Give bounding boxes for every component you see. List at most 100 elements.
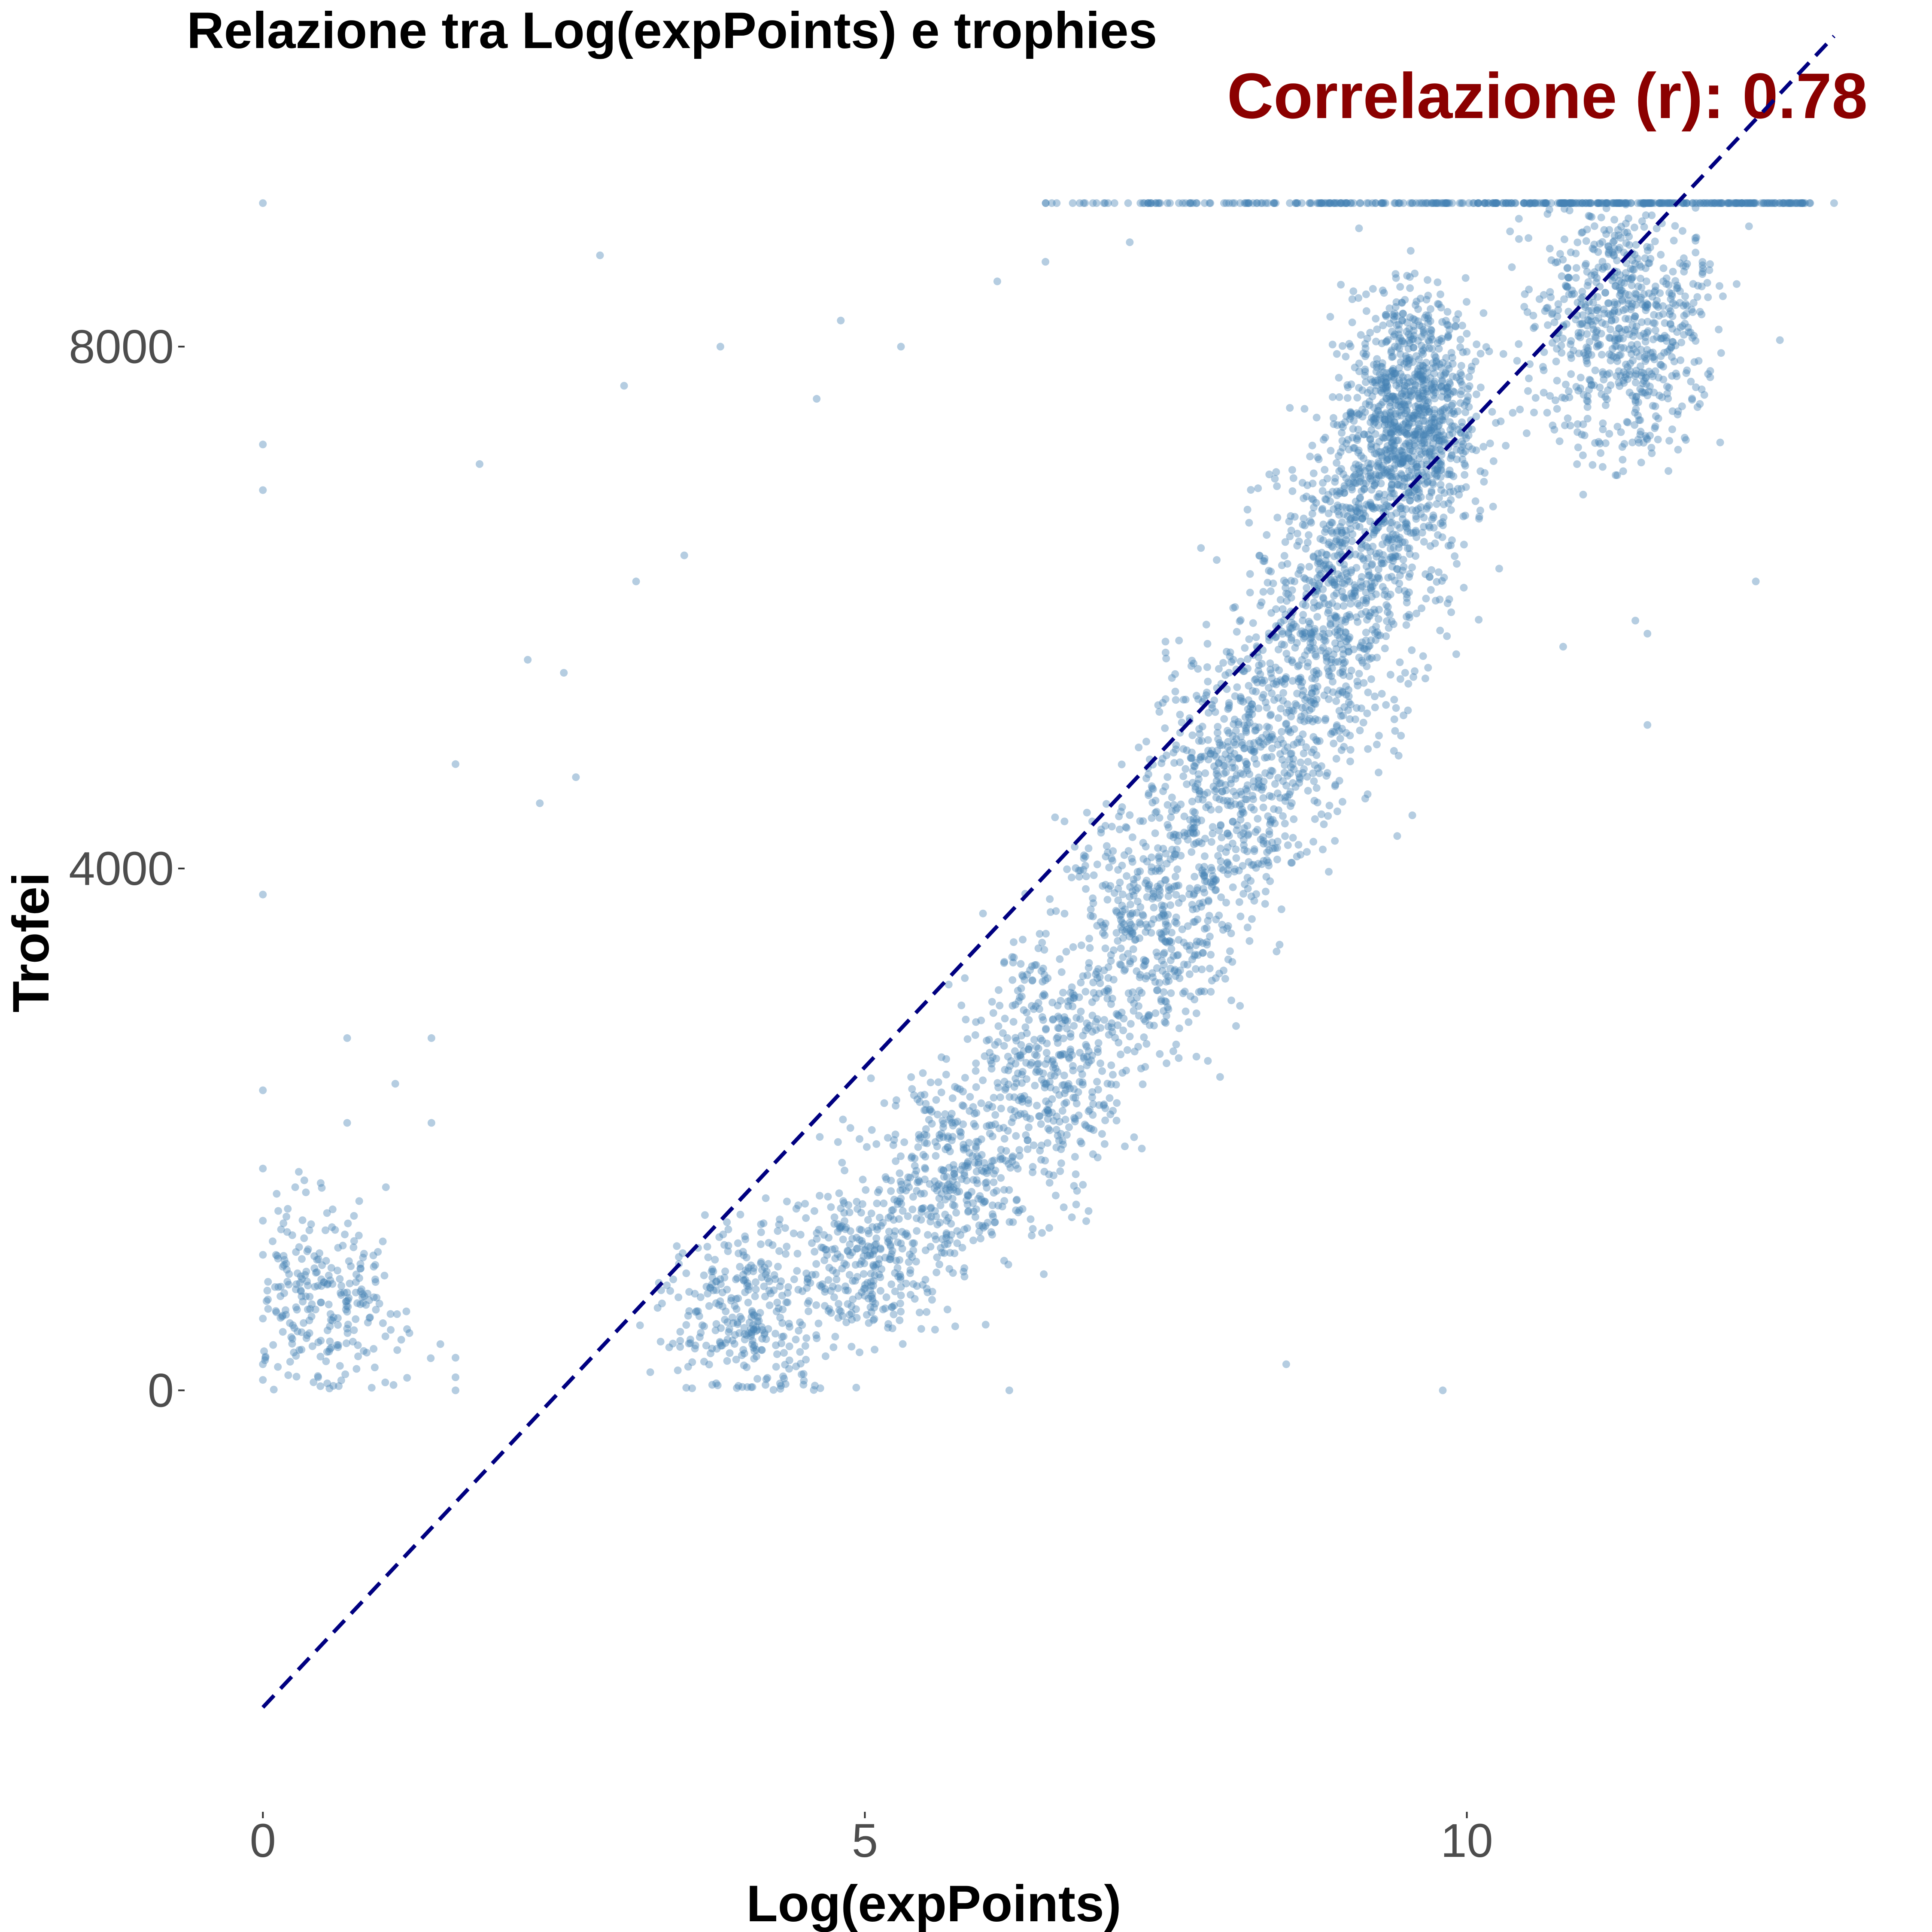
data-point <box>987 1162 995 1170</box>
data-point <box>1028 977 1036 985</box>
data-point <box>931 1207 939 1215</box>
data-point <box>299 1297 307 1306</box>
data-point <box>728 1313 736 1321</box>
data-point <box>886 1241 894 1249</box>
data-point <box>1018 1070 1026 1078</box>
data-point <box>1009 1002 1017 1010</box>
data-point <box>949 1161 957 1169</box>
data-point <box>1396 675 1404 683</box>
data-point <box>887 1280 896 1288</box>
data-point <box>1005 1218 1014 1226</box>
data-point <box>1646 243 1654 252</box>
data-point <box>931 1177 939 1185</box>
data-point <box>875 1270 883 1279</box>
data-point <box>947 1114 954 1122</box>
data-point <box>1361 795 1369 802</box>
data-point <box>1279 630 1287 638</box>
data-point <box>1103 1079 1112 1088</box>
data-point <box>280 1289 288 1297</box>
data-point <box>821 1285 829 1293</box>
data-point <box>1655 374 1663 382</box>
data-point <box>1373 325 1381 334</box>
data-point <box>1192 1009 1200 1018</box>
data-point <box>1649 402 1657 410</box>
data-point <box>370 1293 378 1301</box>
data-point <box>1338 798 1346 806</box>
data-point <box>1329 688 1337 696</box>
data-point <box>1117 808 1125 816</box>
data-point <box>1422 595 1430 603</box>
data-point <box>892 1257 900 1265</box>
data-point <box>1288 677 1297 685</box>
data-point <box>1273 855 1281 863</box>
data-point <box>1386 465 1394 473</box>
data-point <box>293 1306 301 1314</box>
data-point <box>1045 1224 1053 1232</box>
data-point <box>723 1336 732 1344</box>
data-point <box>1452 373 1461 381</box>
data-point <box>319 1278 328 1286</box>
data-point <box>970 1110 978 1118</box>
data-point <box>860 1246 869 1255</box>
data-point <box>1042 1049 1051 1057</box>
data-point <box>1325 695 1333 703</box>
data-point <box>1012 1196 1021 1204</box>
data-point <box>1235 866 1243 875</box>
data-point <box>1139 1080 1147 1088</box>
data-point <box>1245 682 1253 690</box>
data-point <box>331 1226 339 1234</box>
data-point <box>1462 483 1470 491</box>
data-point <box>1061 1115 1069 1124</box>
data-point <box>835 1189 843 1197</box>
data-point <box>973 1179 981 1188</box>
data-point <box>1410 343 1418 352</box>
data-point <box>354 1352 362 1361</box>
data-point <box>1314 716 1322 724</box>
data-point <box>892 1157 900 1165</box>
data-point <box>748 1309 756 1316</box>
data-point <box>292 1285 300 1294</box>
data-point <box>1397 358 1405 366</box>
data-point <box>653 1304 662 1312</box>
data-point <box>1328 488 1337 496</box>
data-point <box>752 1346 760 1354</box>
data-point <box>803 1278 811 1286</box>
data-point <box>1122 823 1130 831</box>
data-point <box>909 1280 917 1288</box>
data-point <box>739 1270 747 1279</box>
data-point <box>785 1365 793 1373</box>
data-point <box>1243 923 1252 932</box>
data-point <box>1017 960 1025 968</box>
data-point <box>682 1384 690 1392</box>
data-point <box>1136 934 1144 942</box>
data-point <box>1355 294 1363 302</box>
data-point <box>838 1222 846 1230</box>
data-point <box>796 1360 805 1368</box>
data-point <box>964 1208 972 1216</box>
data-point <box>971 1158 979 1166</box>
data-point <box>1439 1386 1447 1394</box>
data-point <box>729 1319 737 1327</box>
data-point <box>302 1334 310 1342</box>
data-point <box>1422 389 1430 398</box>
data-point <box>897 1200 905 1208</box>
data-point <box>760 1264 769 1272</box>
data-point <box>1388 328 1396 336</box>
data-point <box>328 1316 337 1324</box>
data-point <box>1362 636 1370 644</box>
data-point <box>1108 1028 1116 1036</box>
data-point <box>1384 603 1392 611</box>
data-point <box>1443 308 1452 316</box>
data-point <box>1374 464 1382 472</box>
data-point <box>1059 1034 1067 1042</box>
data-point <box>1047 1071 1055 1079</box>
data-point <box>1339 444 1347 452</box>
data-point <box>387 1326 395 1334</box>
data-point <box>867 1278 875 1286</box>
data-point <box>685 1288 693 1296</box>
data-point <box>752 1278 759 1286</box>
data-point <box>888 1324 896 1332</box>
data-point <box>1103 842 1111 850</box>
data-point <box>890 1216 898 1224</box>
data-point <box>1216 1073 1224 1081</box>
